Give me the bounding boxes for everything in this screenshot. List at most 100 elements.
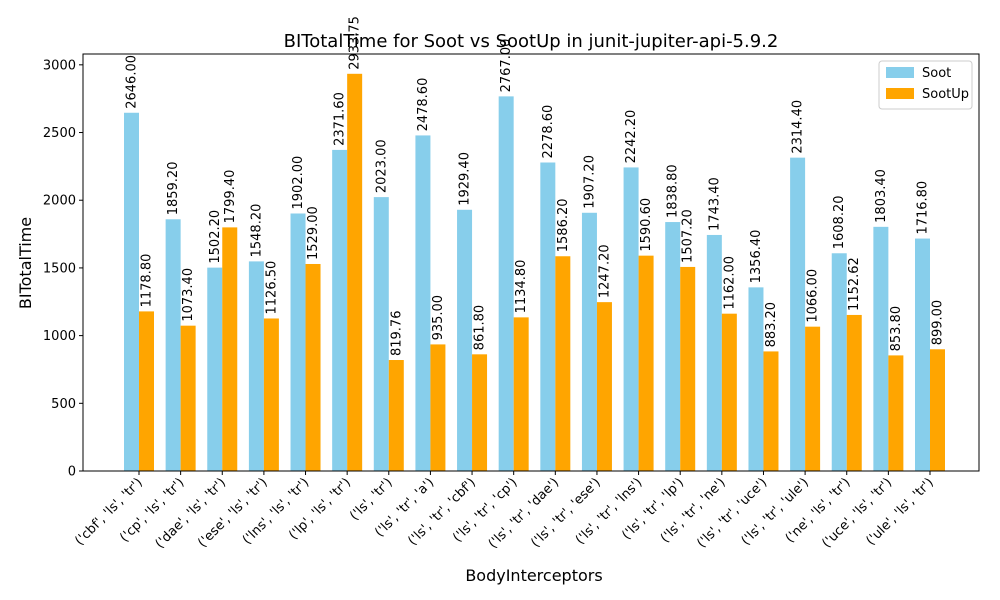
bar-value-label-soot: 2314.40 (791, 100, 806, 154)
bar-value-label-soot: 1548.20 (249, 204, 264, 258)
bar-sootup (596, 302, 612, 471)
bar-value-label-sootup: 899.00 (931, 300, 946, 346)
plot-frame (82, 53, 980, 472)
bar-value-label-sootup: 935.00 (431, 295, 446, 341)
bar-sootup (430, 344, 446, 471)
bar-soot (124, 112, 139, 471)
bar-value-label-sootup: 819.76 (389, 311, 404, 357)
bar-value-label-soot: 1356.40 (749, 230, 764, 284)
bar-sootup (555, 256, 571, 471)
bar-value-label-soot: 2478.60 (416, 78, 431, 132)
bar-value-label-soot: 1608.20 (832, 196, 847, 250)
bar-sootup (388, 360, 404, 471)
bar-soot (248, 261, 264, 471)
bar-value-label-soot: 2767.00 (499, 39, 514, 93)
bar-sootup (680, 266, 696, 471)
bar-value-label-soot: 1502.20 (208, 210, 223, 264)
bar-value-label-soot: 1838.80 (666, 164, 681, 218)
legend-label-sootup: SootUp (922, 87, 969, 102)
bar-sootup (347, 73, 363, 472)
y-tick-label: 3000 (43, 58, 76, 73)
bar-value-label-soot: 1803.40 (874, 169, 889, 223)
bar-soot (790, 157, 806, 471)
bar-soot (290, 213, 306, 472)
bar-soot (457, 209, 473, 471)
bar-soot (165, 219, 181, 471)
bar-sootup (472, 354, 488, 471)
bar-value-label-soot: 2646.00 (125, 55, 140, 109)
bar-value-label-sootup: 853.80 (889, 306, 904, 352)
bar-value-label-sootup: 883.20 (764, 302, 779, 348)
bar-value-label-sootup: 1247.20 (597, 244, 612, 298)
bar-value-label-soot: 1716.80 (916, 181, 931, 235)
bar-sootup (305, 263, 321, 471)
x-axis: ('cbf', 'ls', 'tr')('cp', 'ls', 'tr')('d… (72, 471, 937, 552)
y-tick-label: 0 (68, 465, 76, 480)
bar-value-label-sootup: 1152.62 (847, 257, 862, 311)
bar-value-label-sootup: 2933.75 (348, 16, 363, 70)
bar-soot (498, 96, 514, 471)
bar-soot (540, 162, 556, 471)
bar-soot (207, 267, 223, 471)
bar-value-labels: 2646.00 1178.80 1859.20 1073.40 1502.201799.… (125, 16, 946, 356)
bar-value-label-sootup: 1066.00 (806, 269, 821, 323)
bar-value-label-sootup: 1126.50 (264, 261, 279, 315)
y-axis-label: BITotalTime (16, 217, 35, 309)
x-axis-label: BodyInterceptors (465, 566, 602, 585)
bars-group (124, 73, 945, 472)
bar-value-label-sootup: 1073.40 (181, 268, 196, 322)
y-axis: 0 500 1000 1500 2000 2500 3000 (43, 58, 83, 480)
bar-value-label-sootup: 1590.60 (639, 198, 654, 252)
bar-sootup (513, 317, 529, 471)
bar-soot (665, 222, 681, 471)
bar-value-label-soot: 2371.60 (333, 92, 348, 146)
bar-soot (623, 167, 639, 471)
bar-value-label-soot: 2278.60 (541, 105, 556, 159)
bar-value-label-soot: 2242.20 (624, 110, 639, 164)
bar-value-label-sootup: 1162.00 (722, 256, 737, 310)
legend: Soot SootUp (878, 60, 973, 110)
bar-sootup (763, 351, 779, 471)
legend-label-soot: Soot (922, 66, 951, 81)
bar-soot (581, 212, 597, 471)
y-tick-label: 1000 (43, 329, 76, 344)
bar-sootup (805, 326, 821, 471)
legend-swatch-sootup (886, 88, 914, 99)
bar-soot (748, 287, 764, 471)
y-tick-label: 2000 (43, 194, 76, 209)
legend-swatch-soot (886, 67, 914, 78)
chart-title: BITotalTime for Soot vs SootUp in junit-… (284, 31, 779, 52)
bar-value-label-soot: 1902.00 (291, 156, 306, 210)
bar-sootup (930, 349, 945, 471)
bar-sootup (180, 325, 196, 471)
bar-soot (915, 238, 930, 471)
bar-value-label-sootup: 1134.80 (514, 260, 529, 314)
bar-sootup (721, 313, 737, 471)
bar-value-label-sootup: 861.80 (473, 305, 488, 351)
bar-value-label-soot: 1929.40 (458, 152, 473, 206)
bar-sootup (638, 255, 654, 471)
bar-soot (415, 135, 431, 472)
bar-value-label-sootup: 1586.20 (556, 198, 571, 252)
bar-value-label-sootup: 1799.40 (223, 170, 238, 224)
y-tick-label: 1500 (43, 261, 76, 276)
bar-value-label-soot: 2023.00 (374, 139, 389, 193)
bar-sootup (888, 355, 904, 471)
bar-sootup (222, 227, 238, 471)
bar-value-label-soot: 1743.40 (707, 177, 722, 231)
bar-value-label-sootup: 1529.00 (306, 206, 321, 260)
bar-value-label-soot: 1907.20 (582, 155, 597, 209)
bar-value-label-soot: 1859.20 (166, 162, 181, 216)
bar-soot (706, 234, 722, 471)
bar-soot (373, 197, 389, 472)
y-tick-label: 2500 (43, 126, 76, 141)
y-tick-label: 500 (51, 397, 76, 412)
bar-soot (873, 226, 889, 471)
bar-soot (831, 253, 847, 471)
bar-soot (332, 149, 348, 471)
bar-sootup (139, 311, 154, 471)
bar-sootup (263, 318, 279, 471)
bar-sootup (846, 314, 862, 471)
bar-value-label-sootup: 1178.80 (140, 254, 155, 308)
